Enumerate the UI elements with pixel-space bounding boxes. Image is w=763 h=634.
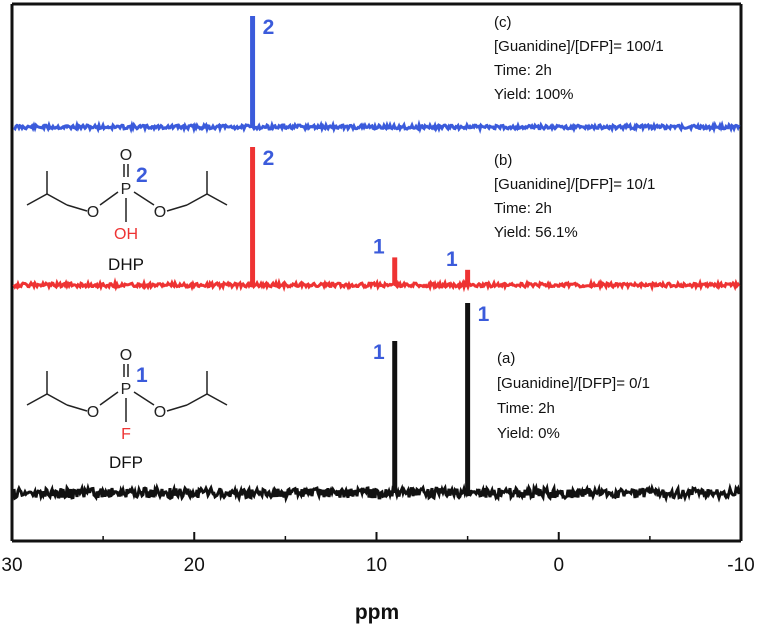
spectrum-baseline-2 (12, 482, 741, 504)
spectra (12, 16, 741, 504)
condition-annotations: (c) [Guanidine]/[DFP]= 100/1 Time: 2h Yield… (494, 14, 664, 442)
spectrum-baseline-0 (12, 119, 741, 134)
dfp-name: DFP (109, 453, 143, 472)
x-tick-label-2: 10 (366, 555, 387, 576)
info-line-0-0: (c) (494, 14, 512, 31)
x-tick-label-4: -10 (727, 555, 754, 576)
info-line-1-0: (b) (494, 152, 512, 169)
dfp-p: P (121, 381, 132, 398)
peak-label-2-0: 1 (373, 341, 385, 364)
dfp-o-right: O (154, 404, 166, 421)
info-line-2-1: [Guanidine]/[DFP]= 0/1 (497, 375, 650, 392)
dhp-structure: O P O O OH 2 DHP (26, 147, 228, 274)
dhp-oh: OH (114, 226, 138, 243)
spectrum-baseline-1 (12, 277, 741, 293)
info-line-1-1: [Guanidine]/[DFP]= 10/1 (494, 176, 655, 193)
x-tick-label-1: 20 (184, 555, 205, 576)
x-tick-label-0: 30 (1, 555, 22, 576)
dhp-o-left: O (87, 204, 99, 221)
dhp-number: 2 (136, 164, 148, 187)
dfp-o-left: O (87, 404, 99, 421)
info-line-0-3: Yield: 100% (494, 86, 574, 103)
info-line-1-3: Yield: 56.1% (494, 224, 578, 241)
peak-label-1-1: 1 (373, 235, 385, 258)
peak-label-0-0: 2 (263, 16, 275, 39)
peak-label-1-2: 1 (446, 248, 458, 271)
dfp-f: F (121, 426, 131, 443)
x-axis-label: ppm (355, 601, 399, 624)
peak-label-2-1: 1 (478, 303, 490, 326)
dhp-p: P (121, 181, 132, 198)
peak-labels: 2 2 1 1 1 1 (263, 16, 490, 364)
info-line-2-0: (a) (497, 350, 515, 367)
dhp-o-right: O (154, 204, 166, 221)
info-line-1-2: Time: 2h (494, 200, 552, 217)
info-line-2-2: Time: 2h (497, 400, 555, 417)
info-line-2-3: Yield: 0% (497, 425, 560, 442)
dfp-structure: O P O O F 1 DFP (26, 347, 228, 472)
info-line-0-1: [Guanidine]/[DFP]= 100/1 (494, 38, 664, 55)
dfp-o-top: O (120, 347, 132, 364)
x-tick-label-3: 0 (553, 555, 564, 576)
dhp-o-top: O (120, 147, 132, 164)
dfp-number: 1 (136, 364, 148, 387)
peak-label-1-0: 2 (263, 147, 275, 170)
dhp-name: DHP (108, 255, 144, 274)
info-line-0-2: Time: 2h (494, 62, 552, 79)
x-ticks: 30 20 10 0 -10 (1, 532, 755, 576)
